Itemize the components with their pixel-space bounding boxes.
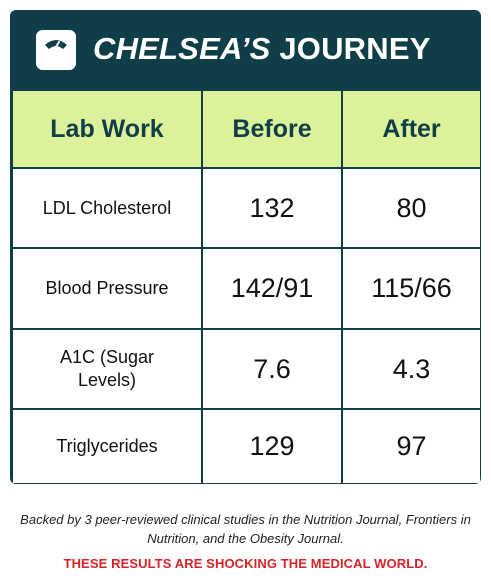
row-label-ldl: LDL Cholesterol xyxy=(13,169,201,247)
row-triglycerides-before: 129 xyxy=(203,410,341,483)
page-title: CHELSEA’S JOURNEY xyxy=(93,31,431,66)
row-blood-pressure-before: 142/91 xyxy=(203,249,341,328)
row-triglycerides-after: 97 xyxy=(343,410,480,483)
row-a1c-before: 7.6 xyxy=(203,330,341,408)
row-label-blood-pressure: Blood Pressure xyxy=(13,249,201,328)
row-blood-pressure-after: 115/66 xyxy=(343,249,480,328)
row-a1c-after: 4.3 xyxy=(343,330,480,408)
row-ldl-before: 132 xyxy=(203,169,341,247)
column-header-lab-work: Lab Work xyxy=(13,91,201,167)
results-card: CHELSEA’S JOURNEY Lab Work Before After … xyxy=(10,10,481,484)
alert-text: THESE RESULTS ARE SHOCKING THE MEDICAL W… xyxy=(63,556,428,571)
scale-icon xyxy=(36,30,76,70)
row-label-a1c: A1C (Sugar Levels) xyxy=(13,330,201,408)
card-header: CHELSEA’S JOURNEY xyxy=(10,10,481,91)
row-ldl-after: 80 xyxy=(343,169,480,247)
row-label-triglycerides: Triglycerides xyxy=(13,410,201,483)
lab-results-table: Lab Work Before After LDL Cholesterol 13… xyxy=(13,91,480,483)
column-header-before: Before xyxy=(203,91,341,167)
column-header-after: After xyxy=(343,91,480,167)
source-footnote: Backed by 3 peer-reviewed clinical studi… xyxy=(20,512,471,546)
